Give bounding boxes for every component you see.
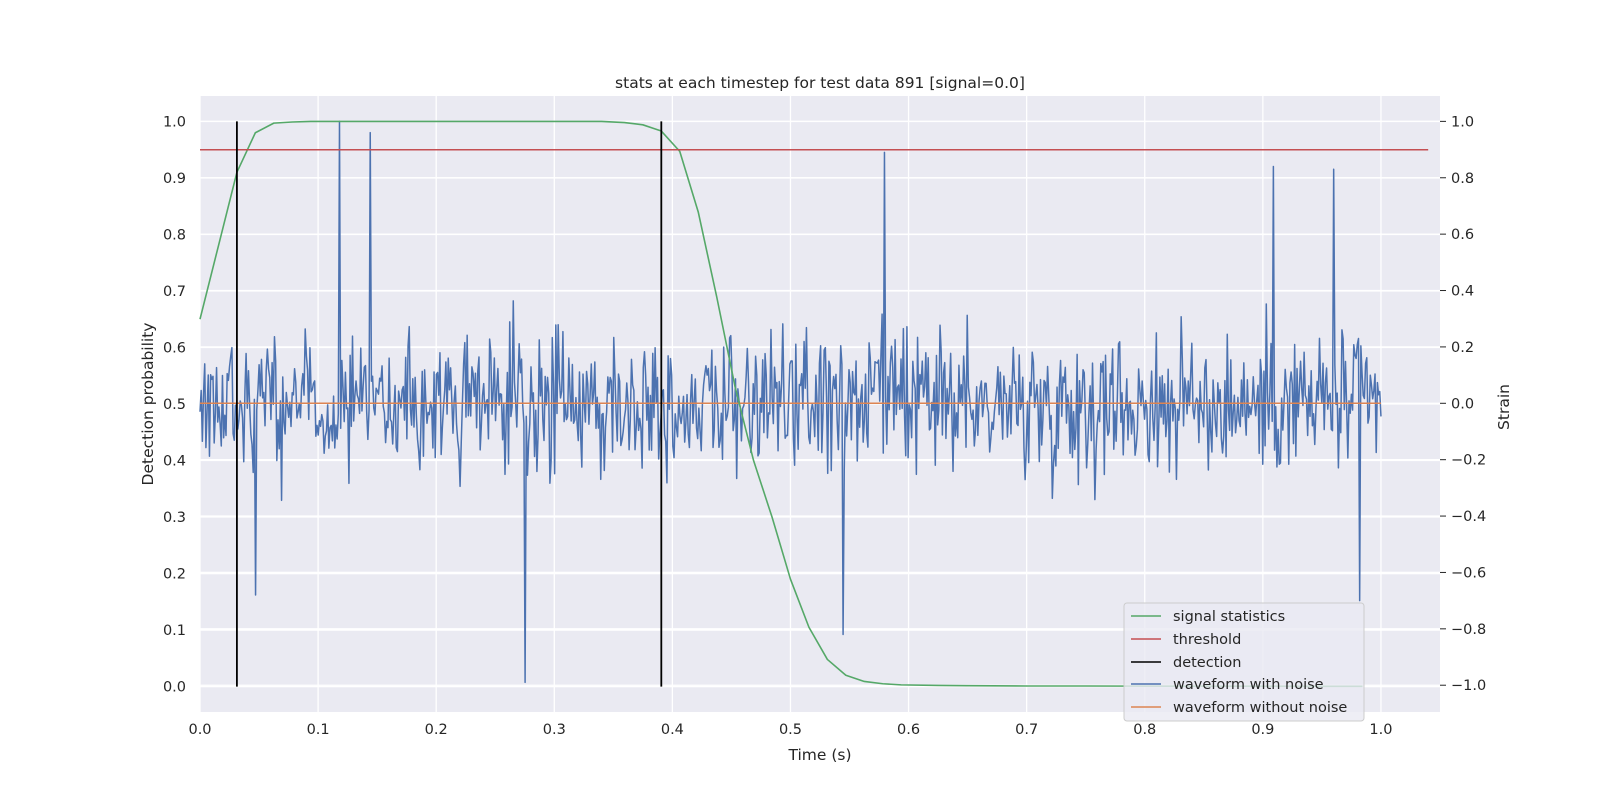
- series-detection: [236, 121, 663, 687]
- x-axis-title: Time (s): [787, 746, 851, 764]
- legend: signal statistics threshold detection wa…: [1123, 602, 1365, 722]
- series-layer: [199, 120, 1429, 688]
- x-tick-label: 1.0: [1369, 722, 1392, 738]
- y-right-tick-label: −0.8: [1451, 622, 1486, 638]
- y-right-tick-label: 0.6: [1451, 227, 1474, 243]
- x-axis-ticks: 0.0 0.1 0.2 0.3 0.4 0.5 0.6 0.7 0.8 0.9 1.0: [188, 722, 1392, 738]
- y-left-tick-label: 0.4: [163, 454, 186, 470]
- y-axis-left-title: Detection probability: [139, 323, 157, 486]
- y-right-tick-label: 1.0: [1451, 114, 1474, 130]
- y-axis-right-title: Strain: [1495, 384, 1513, 430]
- x-tick-label: 0.8: [1133, 722, 1156, 738]
- x-tick-label: 0.1: [307, 722, 330, 738]
- y-left-tick-label: 0.3: [163, 510, 186, 526]
- y-right-tick-label: 0.2: [1451, 340, 1474, 356]
- legend-label-waveform-without-noise: waveform without noise: [1173, 700, 1347, 716]
- y-right-tick-label: 0.8: [1451, 171, 1474, 187]
- x-tick-label: 0.2: [425, 722, 448, 738]
- legend-label-signal-statistics: signal statistics: [1173, 609, 1285, 625]
- y-axis-left-ticks: 0.0 0.1 0.2 0.3 0.4 0.5 0.6 0.7 0.8 0.9 1.0: [163, 114, 186, 695]
- x-tick-label: 0.3: [543, 722, 566, 738]
- x-tick-label: 0.5: [779, 722, 802, 738]
- x-tick-label: 0.9: [1251, 722, 1274, 738]
- y-left-tick-label: 0.2: [163, 567, 186, 583]
- y-left-tick-label: 1.0: [163, 114, 186, 130]
- y-left-tick-label: 0.8: [163, 227, 186, 243]
- y-left-tick-label: 0.5: [163, 397, 186, 413]
- y-axis-right-ticks: −1.0 −0.8 −0.6 −0.4 −0.2 0.0 0.2 0.4 0.6 0.8 1.0: [1440, 114, 1486, 694]
- legend-label-threshold: threshold: [1173, 632, 1241, 648]
- legend-box: [1123, 602, 1365, 722]
- y-right-tick-label: −0.6: [1451, 565, 1486, 581]
- x-tick-label: 0.7: [1015, 722, 1038, 738]
- y-left-tick-label: 0.9: [163, 171, 186, 187]
- y-right-tick-label: 0.4: [1451, 284, 1474, 300]
- x-tick-label: 0.6: [897, 722, 920, 738]
- y-right-tick-label: −1.0: [1451, 678, 1486, 694]
- series-signal-statistics: [199, 120, 1363, 688]
- y-left-tick-label: 0.6: [163, 340, 186, 356]
- y-left-tick-label: 0.1: [163, 623, 186, 639]
- y-right-tick-label: −0.2: [1451, 453, 1486, 469]
- series-waveform-with-noise: [199, 120, 1382, 684]
- y-right-tick-label: −0.4: [1451, 509, 1486, 525]
- y-left-tick-label: 0.0: [163, 680, 186, 696]
- legend-label-waveform-with-noise: waveform with noise: [1173, 677, 1324, 693]
- y-right-tick-label: 0.0: [1451, 396, 1474, 412]
- y-left-tick-label: 0.7: [163, 284, 186, 300]
- chart-title: stats at each timestep for test data 891…: [615, 74, 1025, 92]
- legend-label-detection: detection: [1173, 655, 1241, 671]
- x-tick-label: 0.4: [661, 722, 684, 738]
- x-tick-label: 0.0: [188, 722, 211, 738]
